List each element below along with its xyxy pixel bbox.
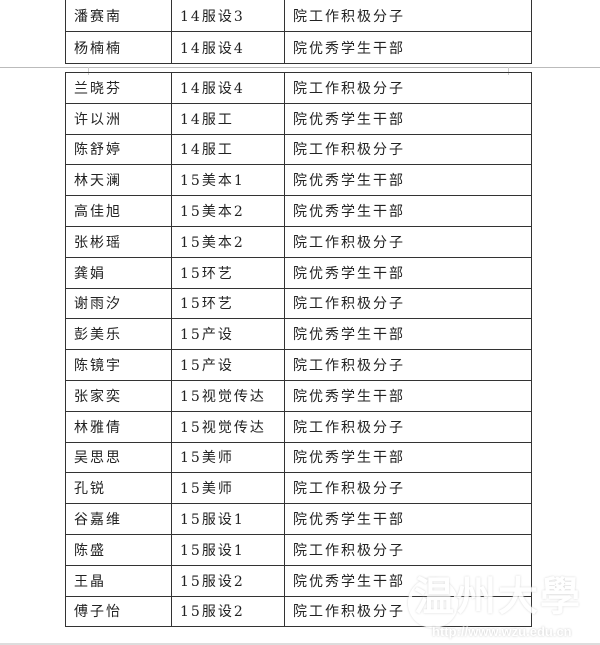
award-cell: 院优秀学生干部 xyxy=(284,564,532,597)
class-cell: 14服工 xyxy=(171,133,285,166)
table-row: 王晶 15服设2 院优秀学生干部 xyxy=(65,564,532,597)
award-cell: 院优秀学生干部 xyxy=(284,195,532,227)
table-row: 陈盛 15服设1 院工作积极分子 xyxy=(65,533,532,566)
table-row: 陈舒婷 14服工 院工作积极分子 xyxy=(65,133,532,166)
name-cell: 陈盛 xyxy=(65,533,172,566)
class-cell: 15服设1 xyxy=(171,503,285,535)
name-cell: 张家奕 xyxy=(65,379,172,412)
class-cell: 15服设2 xyxy=(171,564,285,597)
award-table: 兰晓芬 14服设4 院工作积极分子 许以洲 14服工 院优秀学生干部 陈舒婷 14服工 院工作积… xyxy=(65,72,532,628)
page-break xyxy=(0,64,600,75)
class-cell: 15产设 xyxy=(171,318,285,351)
award-cell: 院工作积极分子 xyxy=(284,595,532,628)
name-cell: 张彬瑶 xyxy=(65,225,172,258)
award-cell: 院工作积极分子 xyxy=(284,133,532,166)
name-cell: 吴思思 xyxy=(65,441,172,474)
name-cell: 兰晓芬 xyxy=(65,72,172,104)
name-cell: 谢雨汐 xyxy=(65,287,172,320)
award-cell: 院工作积极分子 xyxy=(284,410,532,443)
name-cell: 王晶 xyxy=(65,564,172,597)
award-cell: 院优秀学生干部 xyxy=(284,102,532,135)
table-row: 孔锐 15美师 院工作积极分子 xyxy=(65,472,532,505)
name-cell: 谷嘉维 xyxy=(65,503,172,535)
name-cell: 傅子怡 xyxy=(65,595,172,628)
table-row: 许以洲 14服工 院优秀学生干部 xyxy=(65,102,532,135)
award-cell: 院优秀学生干部 xyxy=(284,379,532,412)
class-cell: 15美本2 xyxy=(171,195,285,227)
name-cell: 高佳旭 xyxy=(65,195,172,227)
award-cell: 院优秀学生干部 xyxy=(284,441,532,474)
class-cell: 15美师 xyxy=(171,472,285,505)
table-row: 谷嘉维 15服设1 院优秀学生干部 xyxy=(65,503,532,535)
class-cell: 15美师 xyxy=(171,441,285,474)
class-cell: 15服设2 xyxy=(171,595,285,628)
class-cell: 15环艺 xyxy=(171,287,285,320)
award-cell: 院工作积极分子 xyxy=(284,0,532,32)
class-cell: 14服设4 xyxy=(171,31,285,64)
table-row: 谢雨汐 15环艺 院工作积极分子 xyxy=(65,287,532,320)
class-cell: 14服设3 xyxy=(171,0,285,32)
award-cell: 院优秀学生干部 xyxy=(284,503,532,535)
class-cell: 15视觉传达 xyxy=(171,410,285,443)
award-cell: 院优秀学生干部 xyxy=(284,31,532,64)
class-cell: 14服设4 xyxy=(171,72,285,104)
name-cell: 杨楠楠 xyxy=(65,31,172,64)
award-cell: 院工作积极分子 xyxy=(284,349,532,381)
table-row: 吴思思 15美师 院优秀学生干部 xyxy=(65,441,532,474)
name-cell: 孔锐 xyxy=(65,472,172,505)
class-cell: 15美本2 xyxy=(171,225,285,258)
award-cell: 院工作积极分子 xyxy=(284,287,532,320)
table-row: 林雅倩 15视觉传达 院工作积极分子 xyxy=(65,410,532,443)
award-cell: 院优秀学生干部 xyxy=(284,256,532,289)
class-cell: 15产设 xyxy=(171,349,285,381)
table-row: 龚娟 15环艺 院优秀学生干部 xyxy=(65,256,532,289)
name-cell: 潘赛南 xyxy=(65,0,172,32)
award-cell: 院优秀学生干部 xyxy=(284,318,532,351)
table-row: 潘赛南 14服设3 院工作积极分子 xyxy=(65,0,532,32)
class-cell: 15服设1 xyxy=(171,533,285,566)
class-cell: 15环艺 xyxy=(171,256,285,289)
award-cell: 院优秀学生干部 xyxy=(284,164,532,197)
table-row: 彭美乐 15产设 院优秀学生干部 xyxy=(65,318,532,351)
name-cell: 陈舒婷 xyxy=(65,133,172,166)
class-cell: 15美本1 xyxy=(171,164,285,197)
award-cell: 院工作积极分子 xyxy=(284,72,532,104)
award-cell: 院工作积极分子 xyxy=(284,225,532,258)
page-edge xyxy=(0,643,600,645)
table-row: 杨楠楠 14服设4 院优秀学生干部 xyxy=(65,31,532,64)
award-cell: 院工作积极分子 xyxy=(284,472,532,505)
table-row: 高佳旭 15美本2 院优秀学生干部 xyxy=(65,195,532,227)
table-row: 傅子怡 15服设2 院工作积极分子 xyxy=(65,595,532,628)
name-cell: 林雅倩 xyxy=(65,410,172,443)
table-row: 张家奕 15视觉传达 院优秀学生干部 xyxy=(65,379,532,412)
class-cell: 15视觉传达 xyxy=(171,379,285,412)
name-cell: 许以洲 xyxy=(65,102,172,135)
award-cell: 院工作积极分子 xyxy=(284,533,532,566)
award-table-continued: 潘赛南 14服设3 院工作积极分子 杨楠楠 14服设4 院优秀学生干部 xyxy=(65,0,532,64)
name-cell: 林天澜 xyxy=(65,164,172,197)
table-row: 陈镜宇 15产设 院工作积极分子 xyxy=(65,349,532,381)
table-row: 兰晓芬 14服设4 院工作积极分子 xyxy=(65,72,532,104)
table-row: 张彬瑶 15美本2 院工作积极分子 xyxy=(65,225,532,258)
class-cell: 14服工 xyxy=(171,102,285,135)
table-row: 林天澜 15美本1 院优秀学生干部 xyxy=(65,164,532,197)
name-cell: 彭美乐 xyxy=(65,318,172,351)
name-cell: 陈镜宇 xyxy=(65,349,172,381)
name-cell: 龚娟 xyxy=(65,256,172,289)
